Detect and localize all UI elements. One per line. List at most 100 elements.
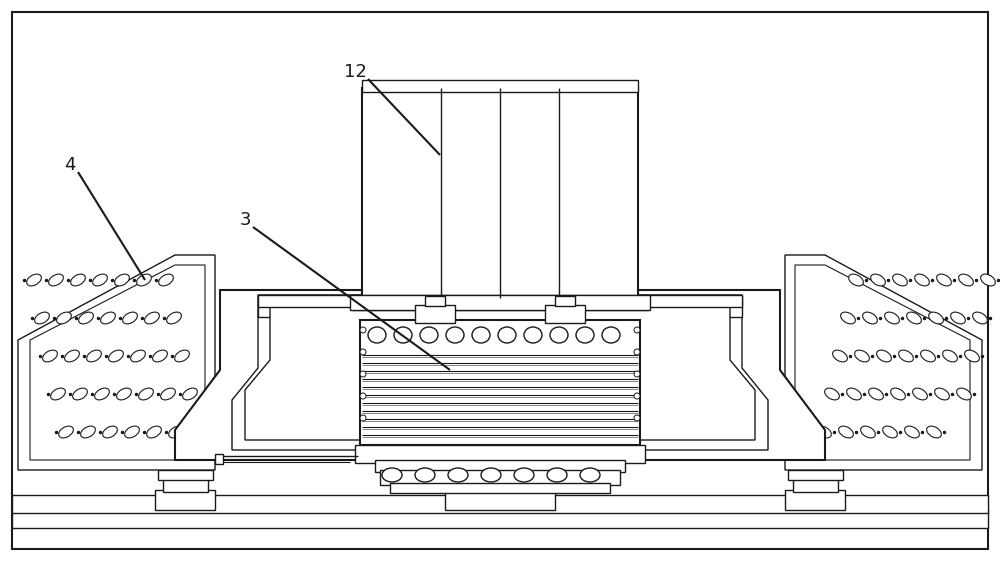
Bar <box>215 454 223 464</box>
Bar <box>445 490 555 510</box>
Ellipse shape <box>360 415 366 421</box>
Ellipse shape <box>929 312 943 324</box>
Ellipse shape <box>109 350 123 362</box>
Text: 3: 3 <box>239 211 251 229</box>
Ellipse shape <box>95 388 109 400</box>
Ellipse shape <box>634 349 640 355</box>
Ellipse shape <box>79 312 93 324</box>
Ellipse shape <box>877 350 891 362</box>
Ellipse shape <box>580 468 600 482</box>
Bar <box>12 510 988 528</box>
Ellipse shape <box>131 350 145 362</box>
Ellipse shape <box>883 426 897 438</box>
Ellipse shape <box>382 468 402 482</box>
Bar <box>350 295 650 310</box>
Ellipse shape <box>57 312 71 324</box>
Bar <box>390 483 610 493</box>
Bar <box>455 470 545 480</box>
Ellipse shape <box>125 426 139 438</box>
Ellipse shape <box>871 274 885 286</box>
Bar <box>545 305 585 323</box>
Bar <box>362 88 638 298</box>
Ellipse shape <box>175 350 189 362</box>
Ellipse shape <box>360 393 366 399</box>
Text: 4: 4 <box>64 156 76 174</box>
Ellipse shape <box>849 274 863 286</box>
Ellipse shape <box>394 327 412 343</box>
Bar <box>360 320 640 445</box>
Ellipse shape <box>899 350 913 362</box>
Ellipse shape <box>547 468 567 482</box>
Ellipse shape <box>981 274 995 286</box>
Ellipse shape <box>959 274 973 286</box>
Ellipse shape <box>360 327 366 333</box>
Ellipse shape <box>817 426 831 438</box>
Ellipse shape <box>420 327 438 343</box>
Bar <box>355 445 645 463</box>
Bar <box>415 305 455 323</box>
Ellipse shape <box>73 388 87 400</box>
Ellipse shape <box>360 371 366 377</box>
Ellipse shape <box>863 312 877 324</box>
Ellipse shape <box>913 388 927 400</box>
Ellipse shape <box>885 312 899 324</box>
Ellipse shape <box>43 350 57 362</box>
Ellipse shape <box>71 274 85 286</box>
Bar <box>258 295 742 317</box>
Ellipse shape <box>59 426 73 438</box>
Bar <box>460 478 540 492</box>
Polygon shape <box>175 290 825 460</box>
Bar <box>362 80 638 92</box>
Ellipse shape <box>891 388 905 400</box>
Ellipse shape <box>115 274 129 286</box>
Ellipse shape <box>861 426 875 438</box>
Polygon shape <box>232 295 768 450</box>
Ellipse shape <box>137 274 151 286</box>
Polygon shape <box>245 300 755 440</box>
Bar <box>785 490 845 510</box>
Ellipse shape <box>123 312 137 324</box>
Ellipse shape <box>153 350 167 362</box>
Ellipse shape <box>472 327 490 343</box>
Bar <box>375 460 625 472</box>
Ellipse shape <box>915 274 929 286</box>
Bar <box>793 478 838 492</box>
Ellipse shape <box>943 350 957 362</box>
Ellipse shape <box>514 468 534 482</box>
Ellipse shape <box>101 312 115 324</box>
Ellipse shape <box>973 312 987 324</box>
Ellipse shape <box>965 350 979 362</box>
Ellipse shape <box>907 312 921 324</box>
Ellipse shape <box>360 349 366 355</box>
Ellipse shape <box>159 274 173 286</box>
Bar <box>258 295 742 307</box>
Ellipse shape <box>81 426 95 438</box>
Ellipse shape <box>905 426 919 438</box>
Bar <box>155 490 215 510</box>
Ellipse shape <box>117 388 131 400</box>
Ellipse shape <box>634 415 640 421</box>
Ellipse shape <box>446 327 464 343</box>
Polygon shape <box>795 265 970 460</box>
Polygon shape <box>18 255 215 470</box>
Ellipse shape <box>139 388 153 400</box>
Ellipse shape <box>927 426 941 438</box>
Polygon shape <box>785 255 982 470</box>
Ellipse shape <box>869 388 883 400</box>
Bar <box>158 470 213 480</box>
Ellipse shape <box>839 426 853 438</box>
Ellipse shape <box>368 327 386 343</box>
Ellipse shape <box>847 388 861 400</box>
Ellipse shape <box>921 350 935 362</box>
Ellipse shape <box>576 327 594 343</box>
Ellipse shape <box>634 393 640 399</box>
Ellipse shape <box>481 468 501 482</box>
Ellipse shape <box>825 388 839 400</box>
Ellipse shape <box>855 350 869 362</box>
Ellipse shape <box>93 274 107 286</box>
Bar <box>555 296 575 306</box>
Ellipse shape <box>498 327 516 343</box>
Ellipse shape <box>893 274 907 286</box>
Ellipse shape <box>634 371 640 377</box>
Ellipse shape <box>35 312 49 324</box>
